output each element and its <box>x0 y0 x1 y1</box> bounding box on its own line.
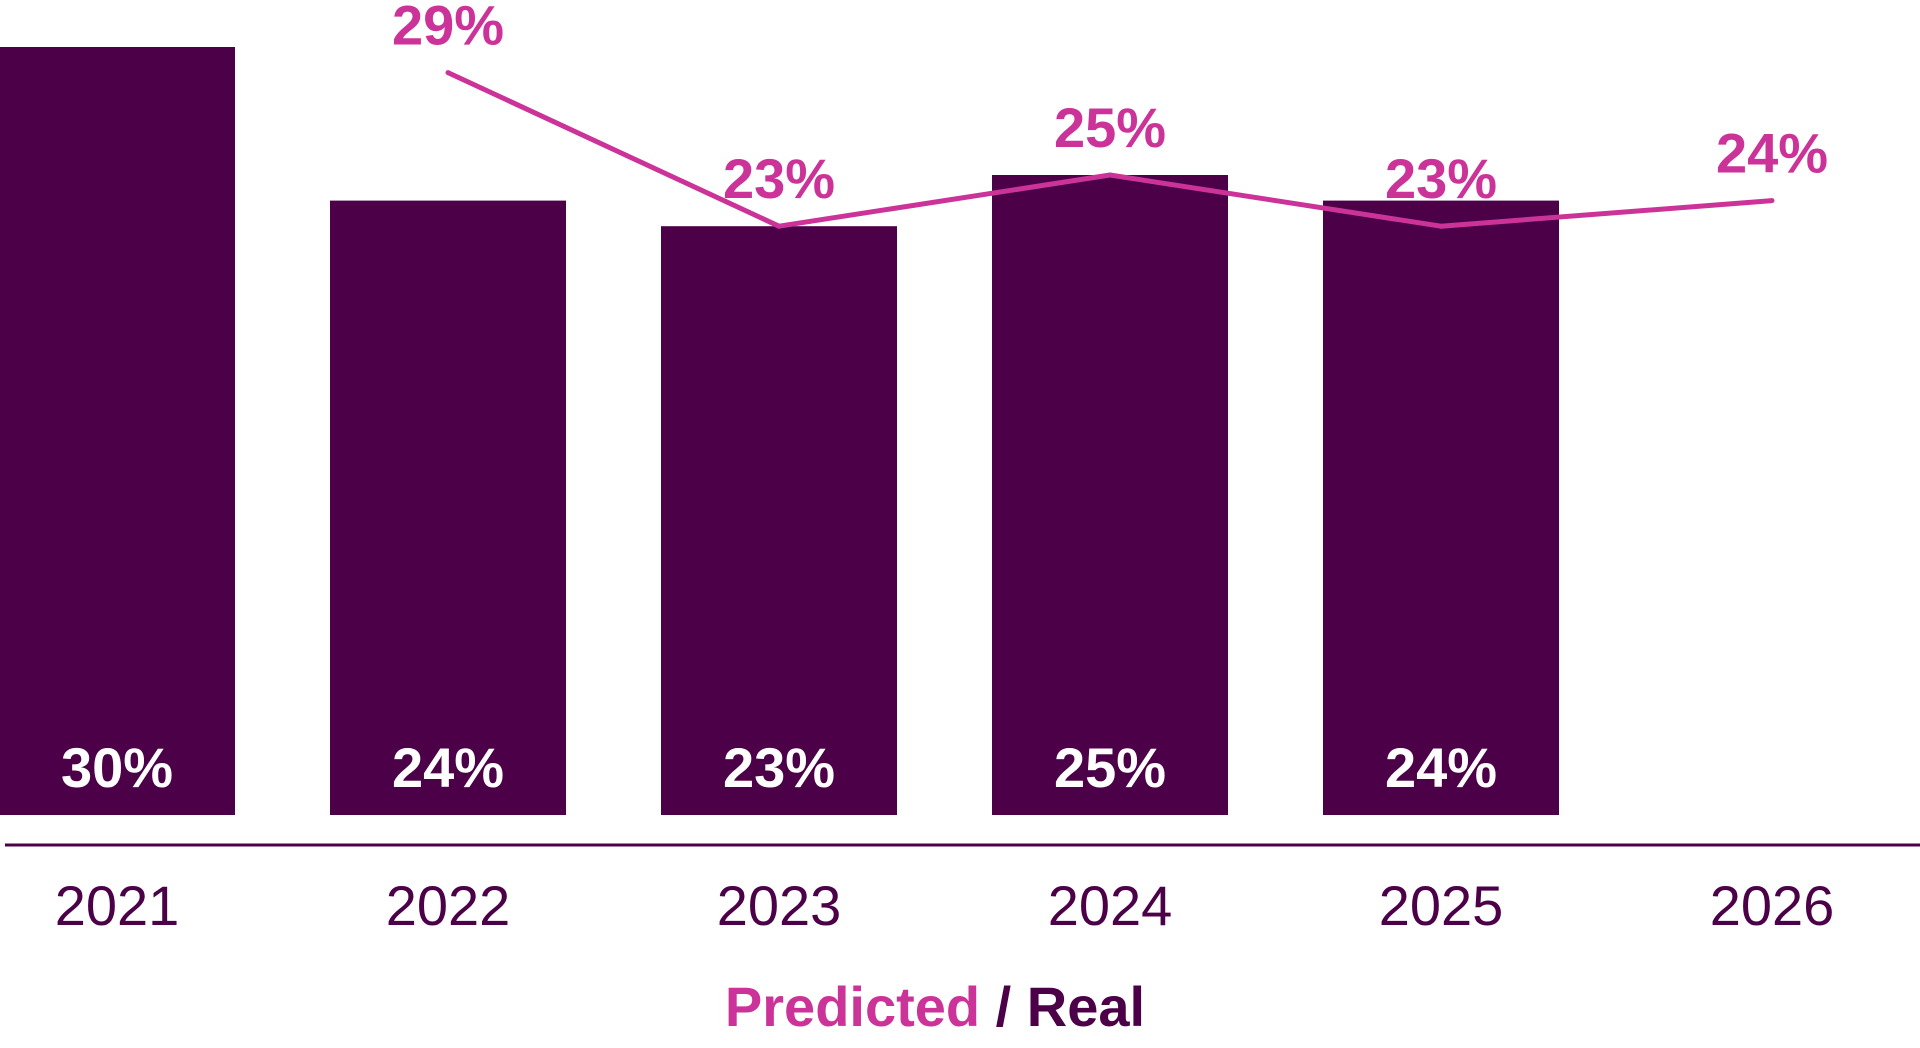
line-label-2026: 24% <box>1716 122 1828 185</box>
x-tick-2024: 2024 <box>1048 874 1173 937</box>
line-point-2025 <box>1438 223 1444 229</box>
bar-2023 <box>661 226 897 815</box>
x-tick-labels: 2021 2022 2023 2024 2025 2026 <box>55 874 1835 937</box>
bar-label-2025: 24% <box>1385 736 1497 799</box>
legend-predicted: Predicted <box>725 975 980 1038</box>
bar-label-2021: 30% <box>61 736 173 799</box>
legend-separator: / <box>980 975 1027 1038</box>
bar-2025 <box>1323 200 1559 816</box>
bar-2024 <box>992 175 1228 815</box>
bar-2021 <box>0 47 235 815</box>
x-tick-2021: 2021 <box>55 874 180 937</box>
legend: Predicted / Real <box>725 975 1145 1038</box>
line-label-2022: 29% <box>392 0 504 57</box>
bar-series-real <box>0 47 1559 816</box>
line-labels: 29% 23% 25% 23% 24% <box>392 0 1828 229</box>
legend-real: Real <box>1027 975 1145 1038</box>
line-label-2023: 23% <box>723 147 835 210</box>
x-tick-2026: 2026 <box>1710 874 1835 937</box>
x-tick-2023: 2023 <box>717 874 842 937</box>
bar-label-2022: 24% <box>392 736 504 799</box>
bar-label-2023: 23% <box>723 736 835 799</box>
line-label-2024: 25% <box>1054 96 1166 159</box>
bar-label-2024: 25% <box>1054 736 1166 799</box>
line-point-2024 <box>1107 172 1113 178</box>
line-point-2026 <box>1769 198 1775 204</box>
x-tick-2022: 2022 <box>386 874 511 937</box>
line-point-2023 <box>776 223 782 229</box>
x-tick-2025: 2025 <box>1379 874 1504 937</box>
bar-2022 <box>330 200 566 816</box>
line-label-2025: 23% <box>1385 147 1497 210</box>
line-point-2022 <box>445 70 451 76</box>
bar-labels: 30% 24% 23% 25% 24% <box>61 736 1497 799</box>
